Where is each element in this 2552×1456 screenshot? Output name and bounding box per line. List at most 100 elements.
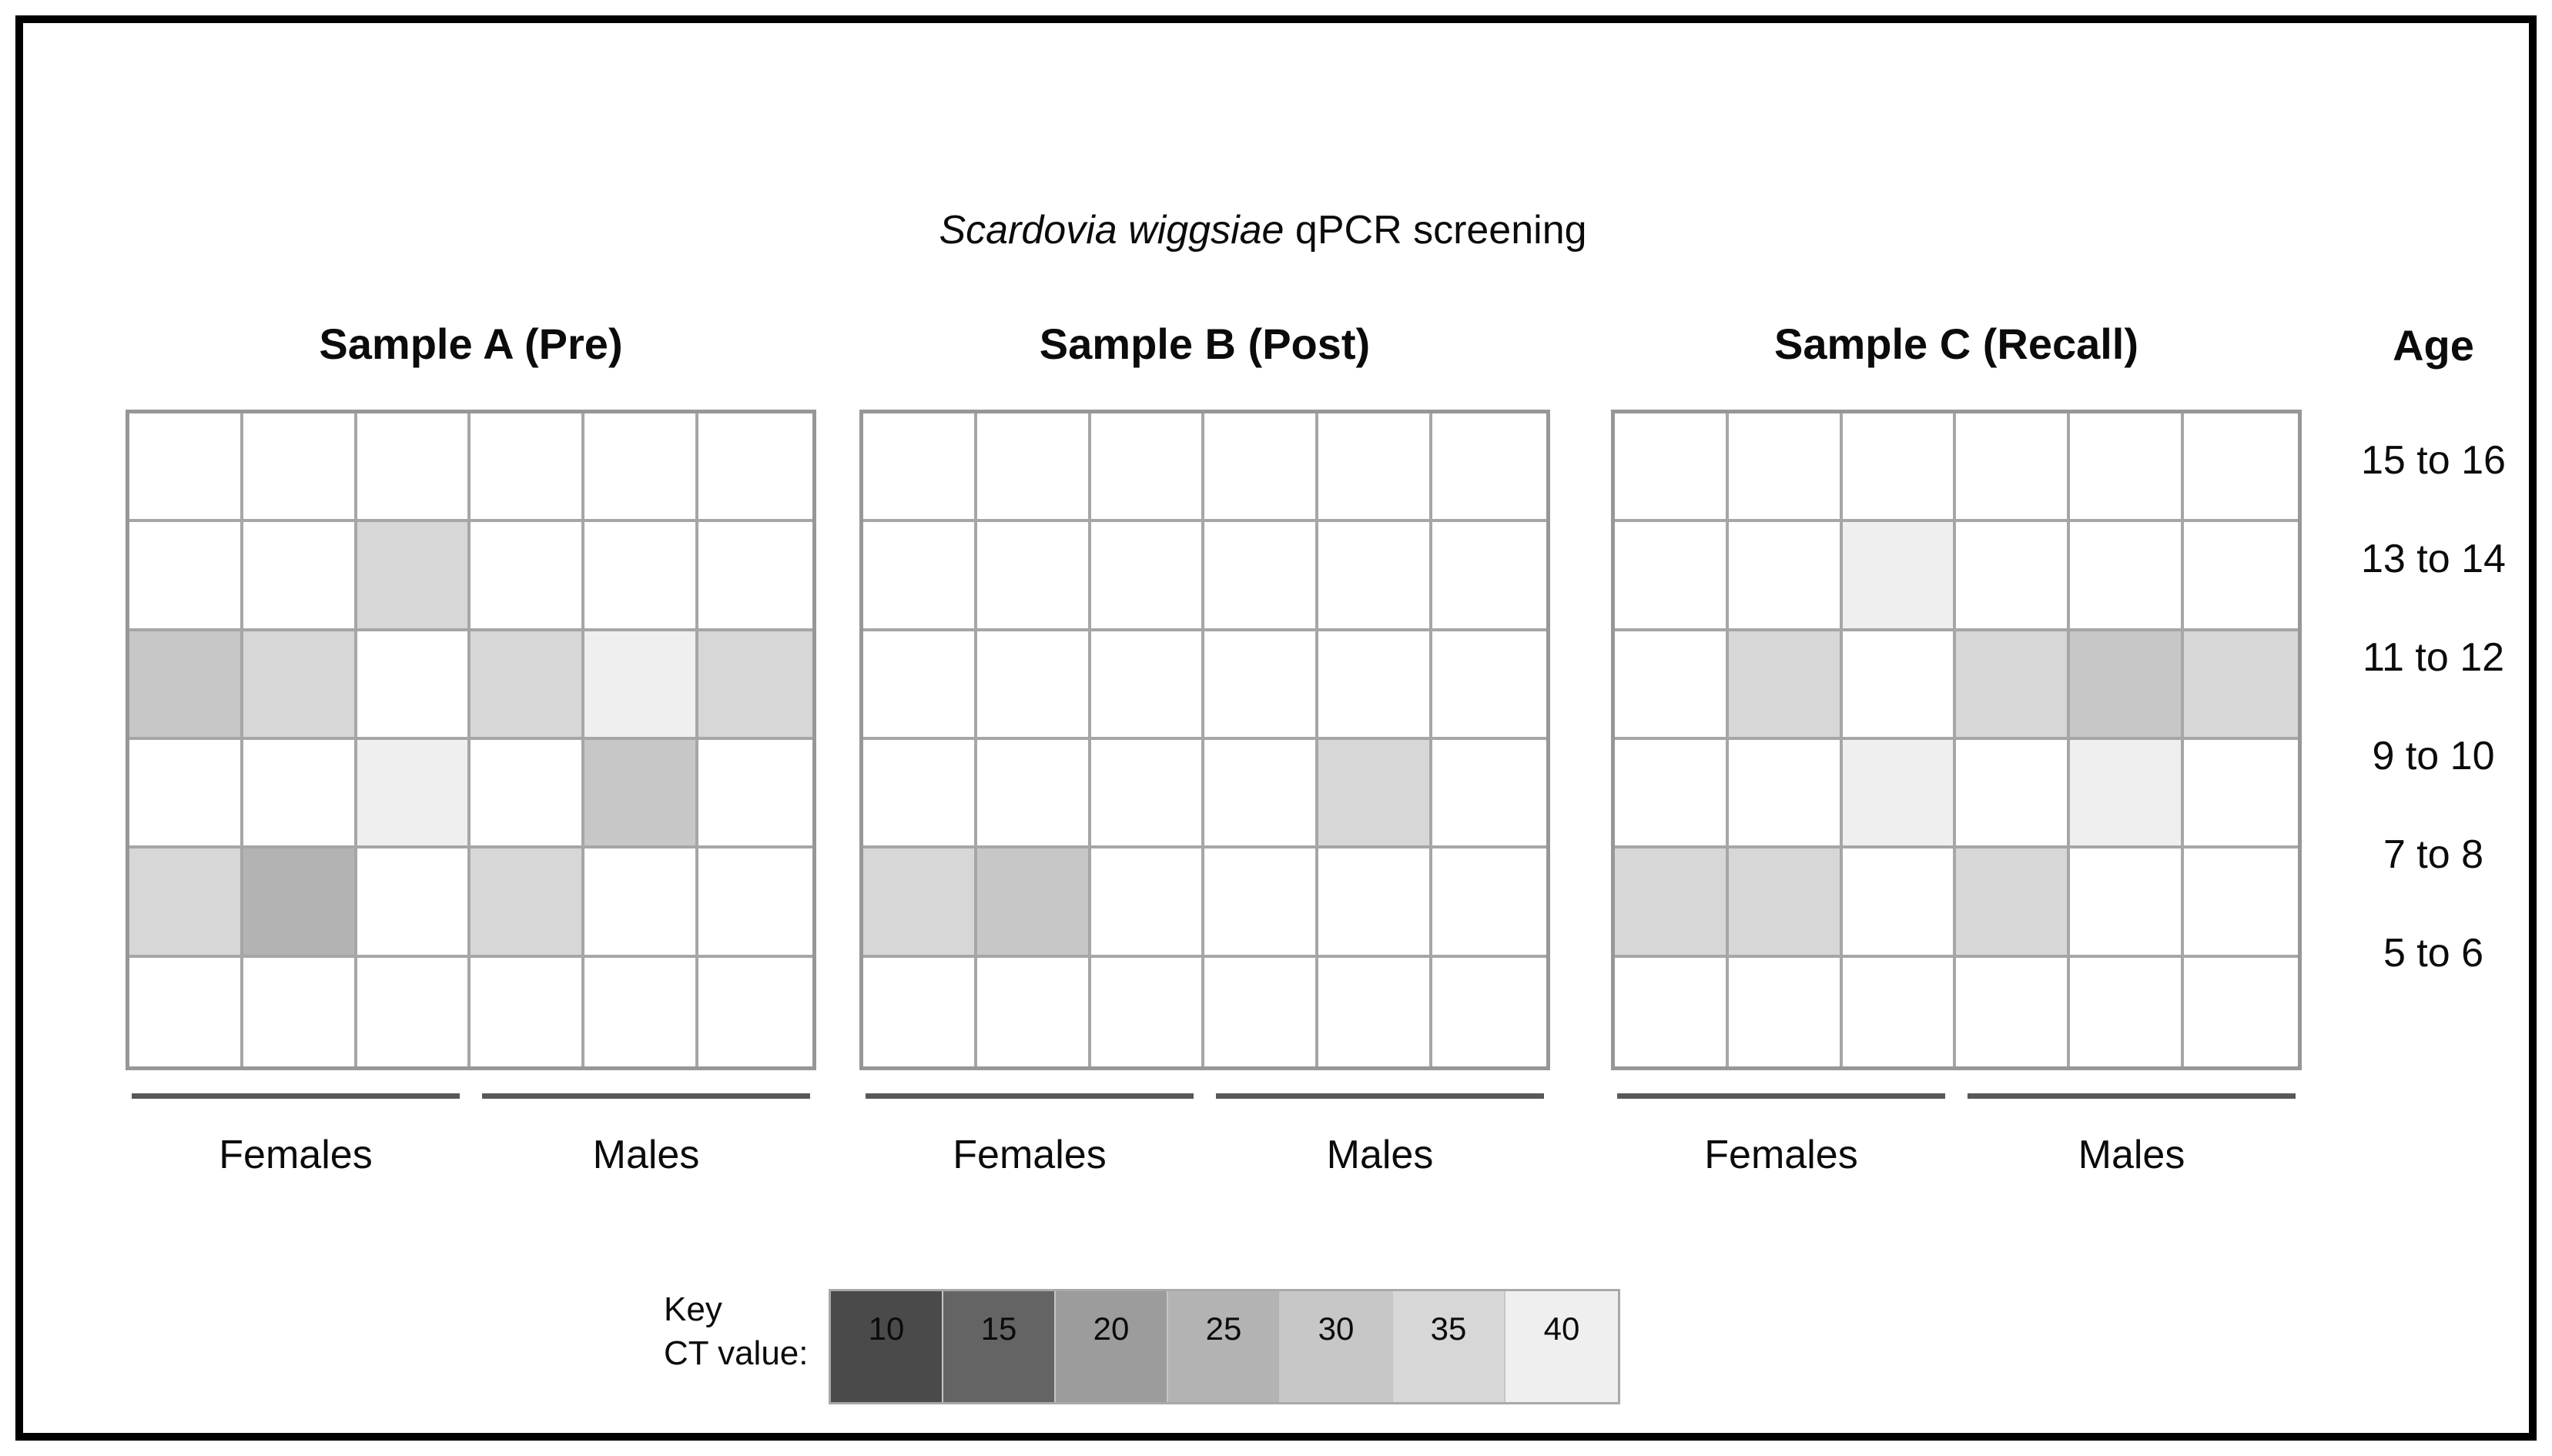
grid-cell [2070, 957, 2185, 1066]
grid-cell [471, 413, 585, 523]
grid-cell [1728, 848, 1843, 958]
grid-cell [357, 739, 471, 849]
grid-cell [1432, 739, 1546, 849]
grid-cell [1432, 631, 1546, 740]
grid-cell [357, 522, 471, 631]
ct-value-key: 10 15 20 25 30 35 40 [829, 1289, 1620, 1404]
grid-cell [1432, 413, 1546, 523]
key-label: Key CT value: [664, 1287, 809, 1375]
grid-cell [357, 957, 471, 1066]
grid-cell [243, 631, 357, 740]
panel-sample-b: Sample B (Post) Females Males [859, 320, 1550, 1233]
grid-cell [976, 848, 1091, 958]
males-label: Males [2078, 1133, 2185, 1177]
grid-cell [1318, 848, 1433, 958]
key-swatch-value: 25 [1205, 1310, 1242, 1347]
grid-cell [863, 522, 977, 631]
key-swatch-15: 15 [943, 1291, 1056, 1402]
grid-cell [1956, 739, 2071, 849]
grid-cell [976, 413, 1091, 523]
grid-cell [471, 739, 585, 849]
grid-cell [976, 522, 1091, 631]
key-swatch-value: 10 [868, 1310, 905, 1347]
grid-cell [129, 739, 243, 849]
age-label: 5 to 6 [2383, 931, 2484, 976]
figure-title: Scardovia wiggsiae qPCR screening [493, 206, 2033, 254]
panel-sample-c: Sample C (Recall) Females Males [1611, 320, 2302, 1233]
grid-cell [1956, 848, 2071, 958]
females-underline [1617, 1093, 1945, 1099]
key-label-line1: Key [664, 1290, 722, 1328]
sample-b-grid [859, 410, 1550, 1070]
grid-cell [1728, 522, 1843, 631]
grid-cell [129, 848, 243, 958]
grid-cell [698, 413, 812, 523]
grid-cell [1090, 957, 1205, 1066]
grid-cell [698, 848, 812, 958]
grid-cell [2070, 522, 2185, 631]
grid-cell [357, 413, 471, 523]
grid-cell [1318, 522, 1433, 631]
grid-cell [129, 413, 243, 523]
grid-cell [2070, 739, 2185, 849]
key-swatch-30: 30 [1281, 1291, 1393, 1402]
key-swatch-10: 10 [831, 1291, 943, 1402]
key-swatch-value: 15 [980, 1310, 1017, 1347]
grid-cell [243, 413, 357, 523]
grid-cell [1728, 739, 1843, 849]
grid-cell [2184, 848, 2298, 958]
grid-cell [1318, 957, 1433, 1066]
grid-cell [863, 957, 977, 1066]
grid-cell [976, 631, 1091, 740]
grid-cell [698, 957, 812, 1066]
males-underline [482, 1093, 810, 1099]
grid-cell [863, 848, 977, 958]
grid-cell [976, 739, 1091, 849]
age-labels-column: 15 to 16 13 to 14 11 to 12 9 to 10 7 to 8 5 t… [2310, 440, 2552, 1032]
females-underline [132, 1093, 460, 1099]
age-label: 7 to 8 [2383, 832, 2484, 877]
grid-cell [1956, 631, 2071, 740]
key-swatch-value: 40 [1543, 1310, 1580, 1347]
females-label: Females [219, 1133, 373, 1177]
panel-sample-a: Sample A (Pre) Females Males [126, 320, 816, 1233]
grid-cell [1842, 739, 1957, 849]
grid-cell [1318, 739, 1433, 849]
grid-cell [1615, 848, 1729, 958]
grid-cell [863, 413, 977, 523]
grid-cell [1204, 631, 1319, 740]
grid-cell [1956, 413, 2071, 523]
panel-sample-a-title: Sample A (Pre) [319, 320, 623, 368]
grid-cell [1090, 848, 1205, 958]
grid-cell [584, 522, 699, 631]
grid-cell [2070, 413, 2185, 523]
key-swatch-35: 35 [1393, 1291, 1505, 1402]
grid-cell [1318, 631, 1433, 740]
females-label: Females [1704, 1133, 1858, 1177]
grid-cell [1842, 957, 1957, 1066]
males-label: Males [592, 1133, 700, 1177]
grid-cell [698, 739, 812, 849]
grid-cell [357, 848, 471, 958]
grid-cell [1728, 957, 1843, 1066]
grid-cell [1615, 739, 1729, 849]
grid-cell [1615, 522, 1729, 631]
grid-cell [863, 631, 977, 740]
grid-cell [1204, 957, 1319, 1066]
grid-cell [129, 522, 243, 631]
grid-cell [1090, 522, 1205, 631]
age-column-header: Age [2393, 321, 2474, 370]
grid-cell [1728, 413, 1843, 523]
grid-cell [2070, 631, 2185, 740]
key-swatch-40: 40 [1505, 1291, 1618, 1402]
grid-cell [1842, 413, 1957, 523]
age-label: 13 to 14 [2361, 537, 2506, 581]
grid-cell [584, 739, 699, 849]
age-label: 11 to 12 [2362, 635, 2505, 680]
sample-a-grid [126, 410, 816, 1070]
key-swatch-value: 30 [1318, 1310, 1355, 1347]
grid-cell [129, 957, 243, 1066]
grid-cell [1956, 522, 2071, 631]
figure-title-species: Scardovia wiggsiae [939, 208, 1284, 253]
